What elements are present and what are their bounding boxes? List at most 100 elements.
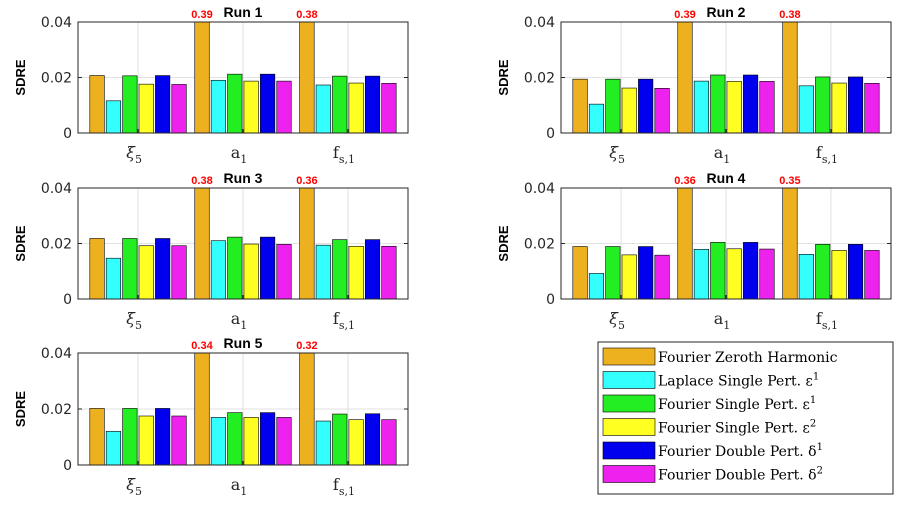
bar bbox=[122, 408, 138, 466]
bar bbox=[588, 273, 605, 300]
clipped-value-label: 0.36 bbox=[296, 175, 317, 187]
bar bbox=[171, 245, 187, 300]
bar bbox=[276, 80, 292, 134]
bar bbox=[315, 244, 331, 300]
y-tick-label: 0 bbox=[63, 126, 72, 142]
x-tick-label: a1 bbox=[714, 143, 731, 166]
x-tick-label: a1 bbox=[231, 309, 248, 332]
bar bbox=[605, 78, 621, 134]
x-tick-label: fs,1 bbox=[333, 309, 355, 332]
x-tick-label: fs,1 bbox=[333, 475, 355, 498]
y-axis-label: SDRE bbox=[13, 59, 28, 95]
bar bbox=[364, 239, 381, 300]
bar bbox=[864, 250, 880, 300]
bar bbox=[710, 74, 726, 134]
y-axis-label: SDRE bbox=[13, 391, 28, 427]
bar bbox=[798, 85, 814, 134]
clipped-value-label: 0.34 bbox=[191, 340, 213, 352]
bar bbox=[243, 243, 259, 300]
bar bbox=[847, 244, 864, 300]
bar bbox=[276, 244, 292, 300]
bar bbox=[155, 75, 171, 134]
x-tick-label: ξ5 bbox=[126, 309, 142, 332]
bar bbox=[105, 100, 122, 134]
y-axis-label: SDRE bbox=[496, 225, 511, 261]
bar bbox=[155, 238, 171, 300]
x-tick-label: fs,1 bbox=[333, 143, 355, 166]
bar bbox=[171, 415, 187, 466]
clipped-value-label: 0.38 bbox=[191, 175, 212, 187]
bar bbox=[381, 245, 397, 300]
x-tick-label: a1 bbox=[231, 475, 248, 498]
panel-title: Run 1 bbox=[224, 4, 263, 20]
bar bbox=[726, 81, 742, 134]
bar bbox=[605, 246, 621, 300]
bar bbox=[210, 79, 226, 134]
bar bbox=[364, 75, 381, 134]
y-tick-label: 0.02 bbox=[41, 237, 72, 253]
legend-swatch bbox=[602, 394, 656, 413]
legend-entry: Laplace Single Pert. ε1 bbox=[658, 372, 819, 390]
bar bbox=[332, 239, 348, 300]
bar bbox=[798, 254, 814, 300]
bar bbox=[332, 75, 348, 134]
clipped-value-label: 0.36 bbox=[674, 175, 695, 187]
legend-swatch bbox=[602, 418, 656, 436]
panel-run-3: 0.38 0.36 0 0.02 0.04 ξ5 a1 fs,1 SDRE Run 3 bbox=[13, 170, 409, 332]
bar bbox=[210, 417, 226, 466]
bar bbox=[260, 73, 276, 134]
y-tick-label: 0.04 bbox=[41, 181, 72, 197]
bar bbox=[243, 417, 259, 466]
bar bbox=[348, 82, 364, 134]
x-tick-label: fs,1 bbox=[816, 143, 838, 166]
y-tick-label: 0 bbox=[63, 292, 72, 308]
panel-title: Run 2 bbox=[707, 4, 746, 20]
clipped-value-label: 0.32 bbox=[296, 340, 317, 352]
legend: Fourier Zeroth Harmonic Laplace Single Pe… bbox=[597, 341, 894, 495]
legend-entry: Fourier Zeroth Harmonic bbox=[658, 350, 838, 366]
bar bbox=[171, 84, 187, 134]
bar bbox=[759, 81, 775, 134]
y-tick-label: 0 bbox=[63, 458, 72, 474]
bar bbox=[348, 245, 364, 300]
y-tick-label: 0.02 bbox=[524, 237, 555, 253]
bar bbox=[299, 352, 315, 466]
bar bbox=[138, 245, 154, 300]
y-tick-label: 0.02 bbox=[524, 71, 555, 87]
bar bbox=[621, 254, 637, 300]
panel-run-5: 0.34 0.32 0 0.02 0.04 ξ5 a1 fs,1 SDRE Run 5 bbox=[13, 335, 409, 498]
bar bbox=[759, 248, 775, 300]
y-tick-label: 0.04 bbox=[524, 15, 555, 31]
bar bbox=[677, 21, 693, 134]
bar bbox=[381, 419, 397, 466]
y-tick-label: 0.02 bbox=[41, 71, 72, 87]
bar bbox=[194, 21, 210, 134]
panel-title: Run 4 bbox=[707, 170, 746, 186]
legend-swatch bbox=[602, 347, 656, 366]
clipped-value-label: 0.38 bbox=[779, 9, 800, 21]
legend-entry: Fourier Single Pert. ε1 bbox=[658, 395, 816, 413]
bar bbox=[138, 83, 154, 134]
bar bbox=[743, 242, 759, 300]
bar bbox=[638, 246, 654, 300]
legend-swatch bbox=[602, 441, 656, 460]
bar bbox=[227, 412, 243, 466]
panel-run-1: 0.39 0.38 0 0.02 0.04 ξ5 a1 fs,1 SDRE Run 1 bbox=[13, 4, 409, 166]
bar bbox=[743, 74, 759, 134]
x-tick-label: ξ5 bbox=[609, 309, 625, 332]
bar bbox=[332, 413, 348, 466]
bar bbox=[260, 236, 276, 300]
bar bbox=[638, 78, 654, 134]
y-tick-label: 0 bbox=[546, 126, 555, 142]
bar bbox=[815, 76, 831, 134]
y-tick-label: 0.04 bbox=[524, 181, 555, 197]
bar bbox=[864, 83, 880, 134]
x-tick-label: a1 bbox=[714, 309, 731, 332]
panel-run-2: 0.39 0.38 0 0.02 0.04 ξ5 a1 fs,1 SDRE Run 2 bbox=[496, 4, 892, 166]
bar bbox=[831, 82, 847, 134]
clipped-value-label: 0.39 bbox=[674, 9, 695, 21]
bar bbox=[89, 238, 105, 300]
y-tick-label: 0.04 bbox=[41, 15, 72, 31]
bar bbox=[105, 431, 122, 466]
bar bbox=[227, 73, 243, 134]
